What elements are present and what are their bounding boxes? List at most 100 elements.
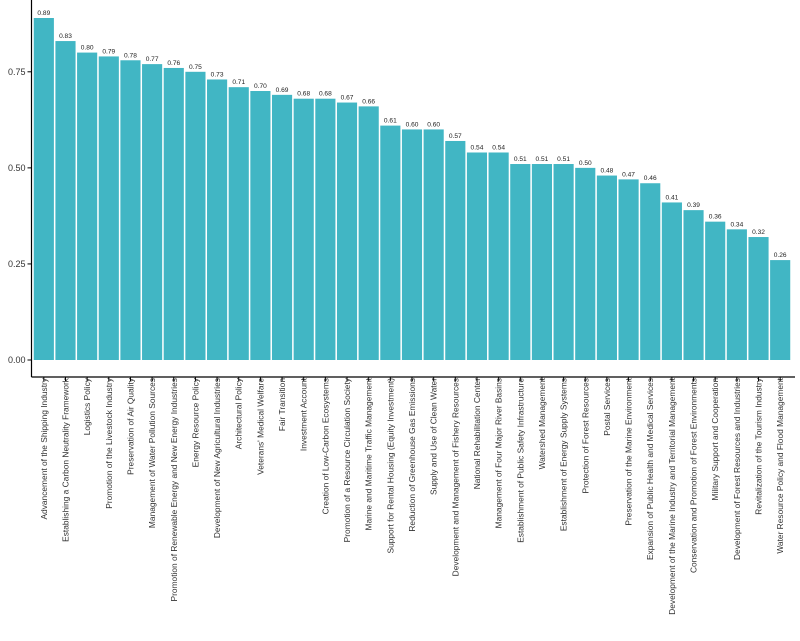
data-label: 0.60	[427, 121, 440, 128]
bar	[271, 94, 293, 360]
category-label: Reduction of Greenhouse Gas Emissions	[407, 378, 417, 532]
data-label: 0.39	[687, 202, 700, 209]
data-label: 0.71	[232, 79, 245, 86]
category-label: Architectural Policy	[234, 377, 244, 449]
bar	[661, 202, 682, 360]
bar	[207, 79, 228, 360]
bar	[228, 87, 249, 361]
bar	[33, 18, 54, 360]
bar	[445, 140, 466, 360]
data-label: 0.54	[471, 144, 484, 151]
data-label: 0.51	[536, 156, 549, 163]
category-label: Support for Rental Housing (Equity Inves…	[385, 378, 395, 554]
category-label: Revitalization of the Tourism Industry	[754, 377, 764, 515]
data-label: 0.66	[362, 98, 375, 105]
bar	[596, 175, 617, 360]
category-label: Promotion of Renewable Energy and New En…	[169, 378, 179, 601]
data-label: 0.69	[276, 87, 289, 94]
data-labels-group: 0.89 0.83 0.80 0.79 0.78 0.77 0.76 0.75 0.73 0.71…	[37, 10, 787, 259]
data-label: 0.36	[709, 214, 722, 221]
bar	[77, 52, 98, 360]
category-label: Watershed Management	[537, 377, 547, 469]
category-label: Logistics Policy	[82, 377, 92, 435]
y-tick-label: 0.25	[8, 259, 26, 269]
data-label: 0.51	[514, 156, 527, 163]
x-axis-labels-group: Advancement of the Shipping Industry Esta…	[39, 377, 785, 615]
y-axis: 0.00 0.25 0.50 0.75	[8, 67, 32, 365]
data-label: 0.73	[211, 71, 224, 78]
category-label: National Rehabilitation Center	[472, 378, 482, 489]
data-label: 0.57	[449, 133, 462, 140]
data-label: 0.89	[37, 10, 50, 17]
category-label: Postal Services	[602, 378, 612, 436]
category-label: Development of New Agricultural Industri…	[212, 378, 222, 538]
bar	[380, 125, 401, 360]
bar	[315, 98, 336, 360]
bar	[488, 152, 509, 360]
data-label: 0.68	[297, 91, 310, 98]
data-label: 0.60	[406, 121, 419, 128]
data-label: 0.51	[557, 156, 570, 163]
bar	[726, 229, 747, 360]
category-label: Water Resource Policy and Flood Manageme…	[775, 377, 785, 553]
category-label: Development of the Marine Industry and T…	[667, 377, 677, 614]
bar	[55, 41, 76, 361]
bar	[510, 164, 531, 360]
category-label: Creation of Low-Carbon Ecosystems	[320, 378, 330, 514]
category-label: Development and Management of Fishery Re…	[450, 378, 460, 576]
bar	[401, 129, 423, 360]
category-label: Investment Account	[299, 377, 309, 451]
data-label: 0.77	[146, 56, 159, 63]
category-label: Establishment of Public Safety Infrastru…	[515, 378, 525, 543]
data-label: 0.75	[189, 64, 202, 71]
category-label: Fair Transition	[277, 378, 287, 431]
data-label: 0.61	[384, 118, 397, 125]
bar	[575, 167, 596, 360]
category-label: Promotion of a Resource Circulation Soci…	[342, 377, 352, 542]
category-label: Preservation of Air Quality	[125, 377, 135, 475]
category-label: Promotion of the Livestock Industry	[104, 377, 114, 509]
category-label: Supply and Use of Clean Water	[429, 378, 439, 495]
data-label: 0.67	[341, 95, 354, 102]
bar	[748, 237, 769, 360]
data-label: 0.79	[102, 48, 115, 55]
data-label: 0.54	[492, 144, 505, 151]
category-label: Military Support and Cooperation	[710, 378, 720, 501]
data-label: 0.80	[81, 45, 94, 52]
data-label: 0.48	[600, 168, 613, 175]
category-label: Preservation of the Marine Environment	[624, 377, 634, 525]
data-label: 0.76	[167, 60, 180, 67]
bar	[423, 129, 444, 360]
y-tick-label: 0.75	[8, 67, 26, 77]
data-label: 0.32	[752, 229, 765, 236]
bar	[553, 164, 574, 360]
y-tick-label: 0.00	[8, 355, 26, 365]
data-label: 0.68	[319, 91, 332, 98]
bar	[640, 183, 661, 360]
bar	[98, 56, 119, 361]
bar	[618, 179, 639, 360]
category-label: Development of Forest Resources and Indu…	[732, 378, 742, 560]
category-label: Management of Four Major River Basins	[494, 378, 504, 528]
category-label: Energy Resource Policy	[190, 377, 200, 467]
bar	[358, 106, 379, 360]
data-label: 0.70	[254, 83, 267, 90]
bar	[531, 164, 553, 360]
category-label: Establishment of Energy Supply Systems	[559, 378, 569, 531]
category-label: Advancement of the Shipping Industry	[39, 377, 49, 519]
bars-group	[33, 18, 791, 361]
category-label: Management of Water Pollution Sources	[147, 378, 157, 528]
category-label: Veterans' Medical Welfare	[255, 378, 265, 475]
bar	[293, 98, 314, 360]
data-label: 0.34	[730, 221, 743, 228]
data-label: 0.50	[579, 160, 592, 167]
bar	[770, 260, 791, 360]
category-label: Marine and Maritime Traffic Management	[364, 377, 374, 530]
bar	[163, 67, 184, 361]
data-label: 0.83	[59, 33, 72, 40]
y-tick-label: 0.50	[8, 163, 26, 173]
category-label: Conservation and Promotion of Forest Env…	[689, 378, 699, 573]
data-label: 0.78	[124, 52, 137, 59]
bar	[142, 64, 163, 361]
